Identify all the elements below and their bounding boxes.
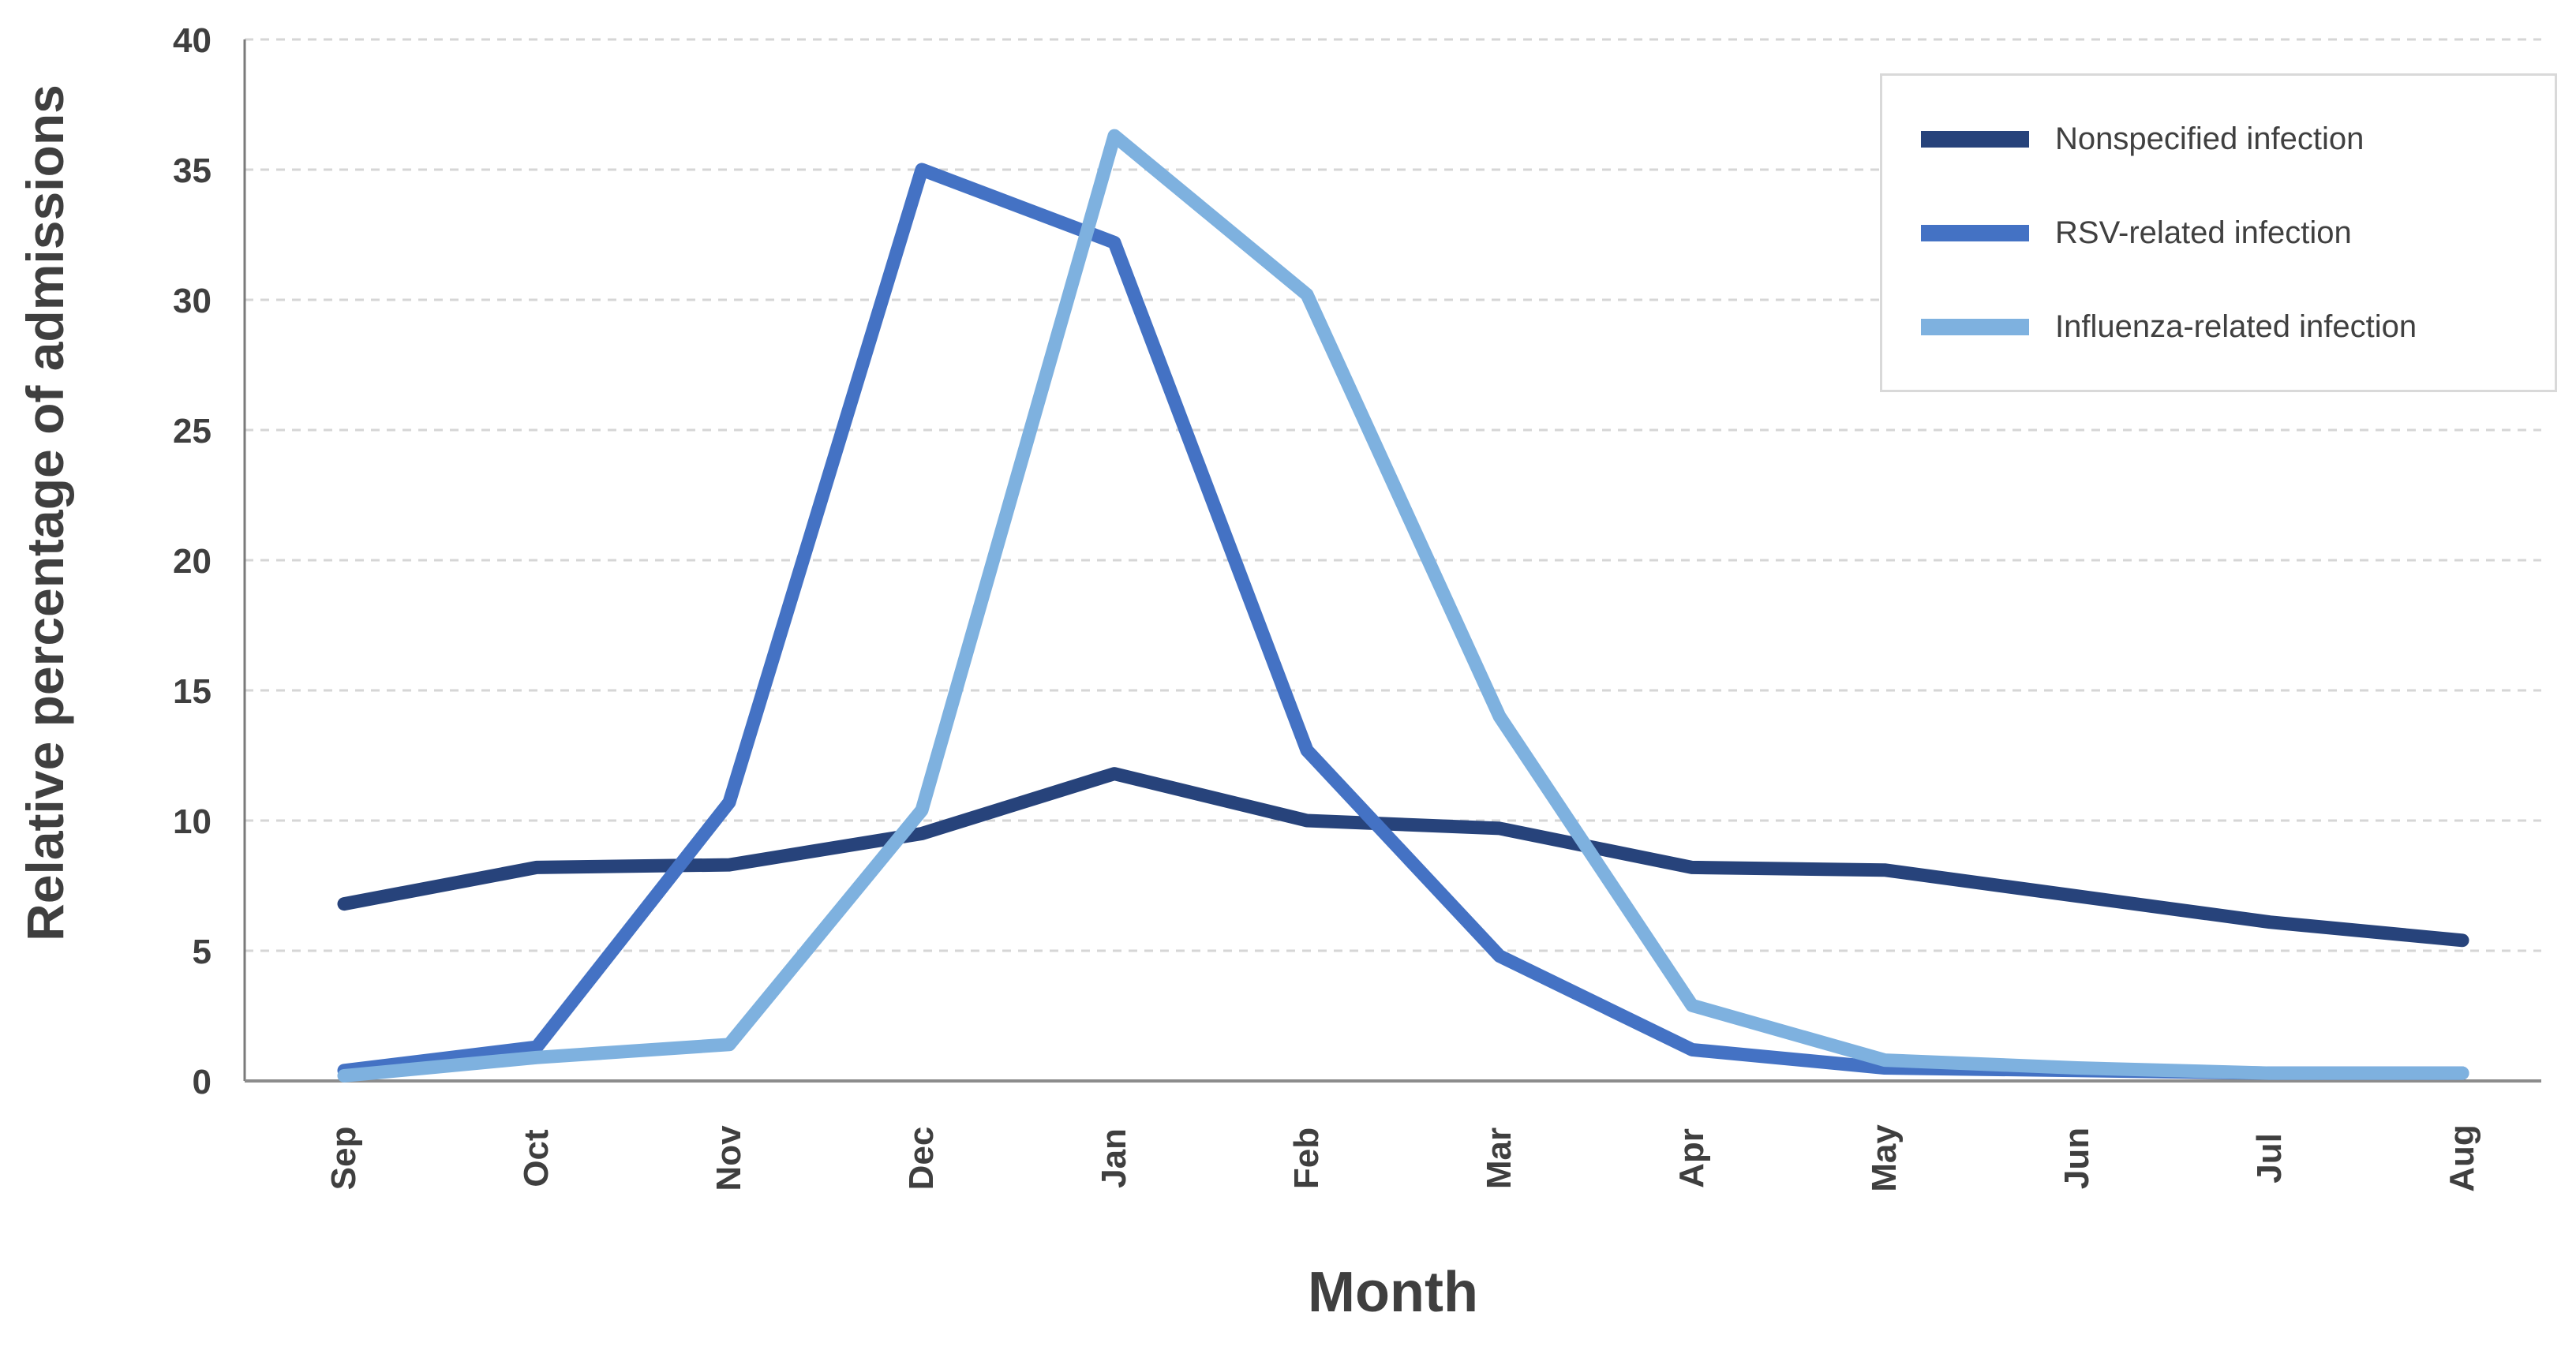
legend-swatch-influenza-icon [1921,318,2029,335]
y-tick-label-30: 30 [173,282,212,320]
x-axis-title: Month [1308,1261,1478,1324]
x-tick-label-jun: Jun [2057,1127,2096,1189]
tick-labels-group: 0 5 10 15 20 25 30 35 40 Sep Oct Nov Dec Jan Feb Mar Apr… [173,21,2481,1192]
y-tick-label-20: 20 [173,542,212,581]
legend-item-rsv: RSV-related infection [1921,215,2555,251]
y-tick-label-5: 5 [193,933,212,971]
legend: Nonspecified infection RSV-related infec… [1880,73,2557,392]
x-tick-label-aug: Aug [2443,1124,2481,1192]
series-line-0 [337,767,2469,948]
x-tick-label-nov: Nov [710,1125,748,1191]
y-tick-label-35: 35 [173,151,212,190]
y-tick-label-25: 25 [173,412,212,451]
x-tick-label-apr: Apr [1672,1128,1711,1188]
legend-label-influenza: Influenza-related infection [2055,309,2417,344]
x-tick-label-jan: Jan [1095,1128,1133,1188]
x-tick-label-oct: Oct [517,1129,556,1187]
x-tick-label-sep: Sep [324,1127,363,1191]
x-tick-label-may: May [1865,1124,1904,1192]
x-tick-label-jul: Jul [2250,1133,2289,1184]
series-line-2 [337,129,2469,1083]
y-tick-label-40: 40 [173,21,212,60]
legend-item-nonspecified: Nonspecified infection [1921,122,2555,157]
y-tick-label-15: 15 [173,672,212,711]
legend-swatch-nonspecified-icon [1921,130,2029,148]
legend-label-nonspecified: Nonspecified infection [2055,121,2364,156]
y-tick-label-10: 10 [173,802,212,841]
x-tick-label-dec: Dec [902,1127,941,1191]
legend-item-influenza: Influenza-related infection [1921,309,2555,345]
y-tick-label-0: 0 [193,1063,212,1101]
legend-swatch-rsv-icon [1921,224,2029,241]
x-tick-label-feb: Feb [1287,1127,1326,1189]
legend-label-rsv: RSV-related infection [2055,215,2352,250]
x-tick-label-mar: Mar [1480,1127,1518,1189]
y-axis-title: Relative percentage of admissions [16,84,74,941]
series-group [337,129,2469,1083]
axes-group [243,39,2541,1083]
